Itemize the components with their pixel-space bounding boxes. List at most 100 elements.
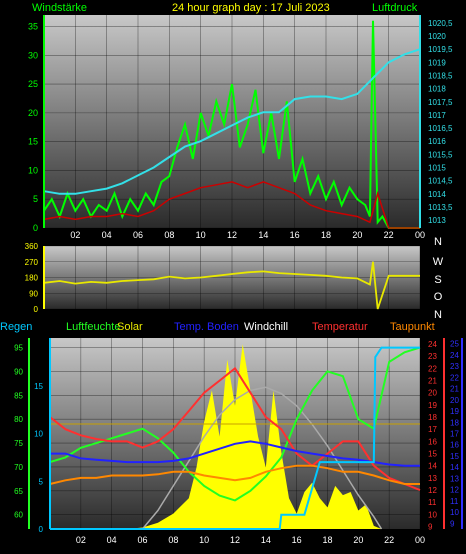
x-tick-label: 18 xyxy=(322,535,332,545)
series-line-0 xyxy=(43,20,420,229)
y-left-tick-label: 20 xyxy=(28,108,38,118)
y-hum-tick-label: 90 xyxy=(14,367,23,376)
x-tick-label: 04 xyxy=(102,230,112,240)
grid-top xyxy=(44,15,421,229)
y-left-tick-label: 35 xyxy=(28,22,38,32)
x-tick-label: 10 xyxy=(196,230,206,240)
y-right-tick-label: 1014 xyxy=(428,190,446,199)
y-tick-label: 270 xyxy=(25,258,39,267)
legend-entry: Temp. Boden xyxy=(174,321,239,333)
label-luftdruck: Luftdruck xyxy=(372,2,418,14)
direction-label: S xyxy=(434,274,441,286)
y-far-tick-label: 21 xyxy=(450,385,459,394)
y-far-tick-label: 9 xyxy=(450,519,455,528)
y-temp-tick-label: 22 xyxy=(428,364,437,373)
y-right-tick-label: 1013,5 xyxy=(428,203,453,212)
y-rain-tick-label: 10 xyxy=(34,430,43,439)
x-tick-label: 14 xyxy=(258,230,268,240)
x-tick-label: 00 xyxy=(415,230,425,240)
x-tick-label: 10 xyxy=(199,535,209,545)
y-temp-tick-label: 17 xyxy=(428,425,437,434)
y-temp-tick-label: 16 xyxy=(428,437,437,446)
x-tick-label: 06 xyxy=(137,535,147,545)
y-temp-tick-label: 11 xyxy=(428,498,437,507)
y-far-tick-label: 22 xyxy=(450,373,459,382)
y-far-tick-label: 15 xyxy=(450,452,459,461)
y-rain-tick-label: 15 xyxy=(34,382,43,391)
axes-top: 02 04 06 08 10 12 14 16 18 20 22 000510152025303510… xyxy=(28,15,453,240)
y-far-tick-label: 12 xyxy=(450,486,459,495)
y-hum-tick-label: 80 xyxy=(14,415,23,424)
series-line-direction xyxy=(43,261,420,310)
y-right-tick-label: 1019 xyxy=(428,58,446,67)
y-rain-tick-label: 0 xyxy=(39,525,44,534)
y-right-tick-label: 1013 xyxy=(428,216,446,225)
series-line-tempboden xyxy=(50,440,420,467)
series-line-regen xyxy=(50,346,420,530)
y-temp-tick-label: 10 xyxy=(428,510,437,519)
y-far-tick-label: 24 xyxy=(450,351,459,360)
y-right-tick-label: 1018 xyxy=(428,85,446,94)
y-right-tick-label: 1016,5 xyxy=(428,124,453,133)
y-tick-label: 180 xyxy=(25,274,39,283)
x-tick-label: 20 xyxy=(353,535,363,545)
x-tick-label: 08 xyxy=(164,230,174,240)
series-line-1 xyxy=(43,181,420,229)
y-right-tick-label: 1020 xyxy=(428,32,446,41)
y-temp-tick-label: 9 xyxy=(428,523,433,532)
legend-entry: Luftfeuchte xyxy=(66,321,120,333)
direction-label: N xyxy=(434,309,442,321)
direction-label: W xyxy=(433,256,444,268)
y-temp-tick-label: 18 xyxy=(428,413,437,422)
solar-area xyxy=(50,344,420,529)
y-right-tick-label: 1015 xyxy=(428,164,446,173)
y-left-tick-label: 25 xyxy=(28,79,38,89)
y-temp-tick-label: 14 xyxy=(428,462,437,471)
legend-entry: Temperatur xyxy=(312,321,368,333)
x-tick-label: 12 xyxy=(230,535,240,545)
y-temp-tick-label: 15 xyxy=(428,450,437,459)
chart-title: 24 hour graph day : 17 Juli 2023 xyxy=(172,2,330,14)
x-tick-label: 20 xyxy=(352,230,362,240)
y-far-tick-label: 10 xyxy=(450,508,459,517)
series-top xyxy=(43,20,421,229)
y-far-tick-label: 18 xyxy=(450,418,459,427)
y-hum-tick-label: 75 xyxy=(14,439,23,448)
y-far-tick-label: 20 xyxy=(450,396,459,405)
legend-entry: Solar xyxy=(117,321,143,333)
x-tick-label: 22 xyxy=(384,535,394,545)
x-tick-label: 02 xyxy=(70,230,80,240)
x-tick-label: 18 xyxy=(321,230,331,240)
y-hum-tick-label: 65 xyxy=(14,487,23,496)
x-tick-label: 00 xyxy=(415,535,425,545)
y-temp-tick-label: 20 xyxy=(428,389,437,398)
y-temp-tick-label: 21 xyxy=(428,377,437,386)
series-middle xyxy=(43,261,420,310)
y-right-tick-label: 1019,5 xyxy=(428,45,453,54)
y-right-tick-label: 1017,5 xyxy=(428,98,453,107)
y-right-tick-label: 1014,5 xyxy=(428,177,453,186)
y-hum-tick-label: 60 xyxy=(14,511,23,520)
direction-label: N xyxy=(434,236,442,248)
grid-middle xyxy=(44,245,421,310)
x-tick-label: 14 xyxy=(261,535,271,545)
x-tick-label: 08 xyxy=(168,535,178,545)
y-hum-tick-label: 70 xyxy=(14,463,23,472)
y-far-tick-label: 11 xyxy=(450,497,459,506)
series-line-luftfeuchte xyxy=(49,346,421,502)
x-tick-label: 02 xyxy=(76,535,86,545)
series-line-pressure xyxy=(43,48,421,195)
y-temp-tick-label: 19 xyxy=(428,401,437,410)
y-left-tick-label: 15 xyxy=(28,137,38,147)
y-right-tick-label: 1018,5 xyxy=(428,71,453,80)
y-far-tick-label: 14 xyxy=(450,463,459,472)
y-temp-tick-label: 23 xyxy=(428,352,437,361)
y-right-tick-label: 1020,5 xyxy=(428,19,453,28)
y-far-tick-label: 16 xyxy=(450,441,459,450)
y-temp-tick-label: 24 xyxy=(428,340,437,349)
y-right-tick-label: 1017 xyxy=(428,111,446,120)
x-tick-label: 16 xyxy=(292,535,302,545)
y-right-tick-label: 1015,5 xyxy=(428,150,453,159)
y-left-tick-label: 10 xyxy=(28,165,38,175)
